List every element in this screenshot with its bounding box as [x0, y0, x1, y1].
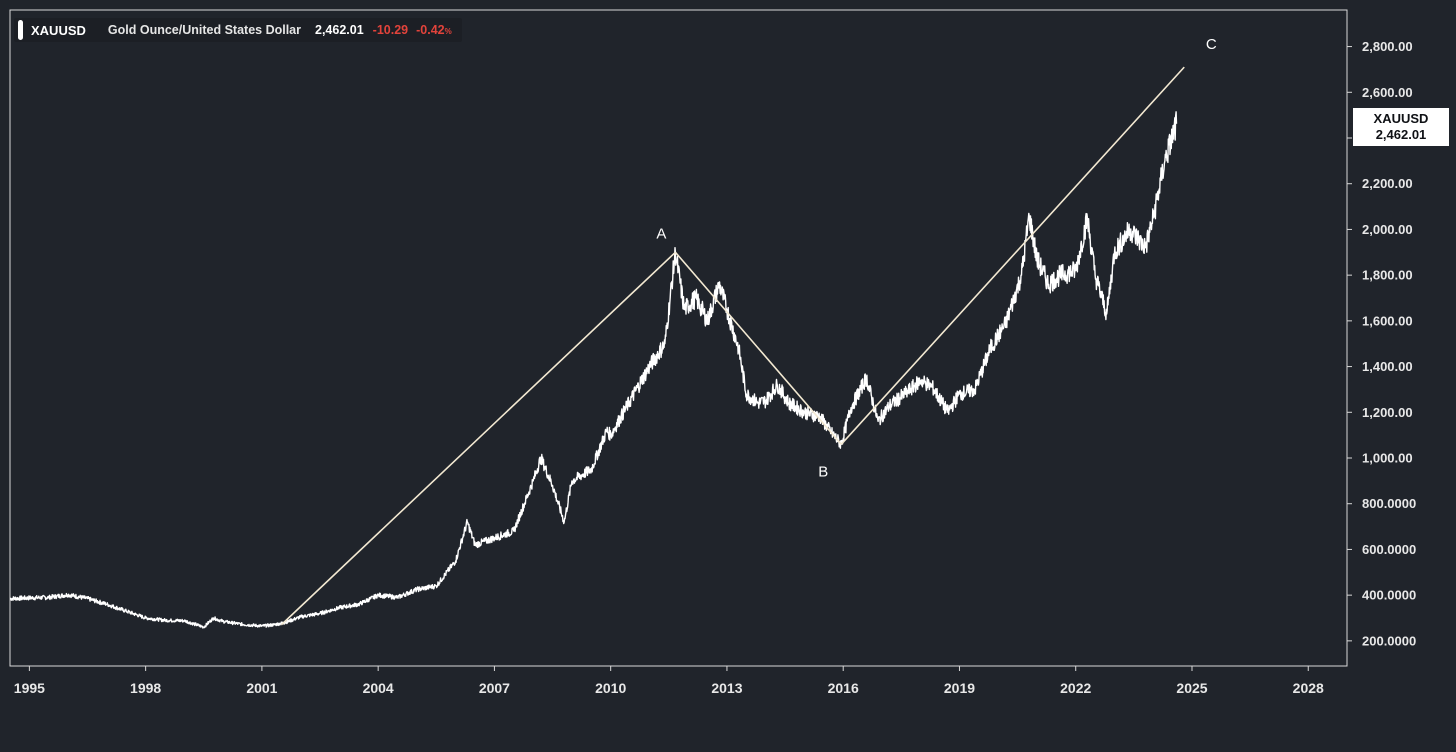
y-tick-label: 2,600.00: [1362, 85, 1413, 100]
symbol-legend[interactable]: XAUUSD Gold Ounce/United States Dollar 2…: [14, 18, 462, 42]
wave-line: [280, 251, 676, 626]
legend-change-percent-value: -0.42: [416, 23, 445, 37]
y-tick-label: 400.0000: [1362, 588, 1416, 603]
wave-lines: [280, 66, 1185, 626]
x-tick-label: 2004: [363, 680, 394, 696]
y-tick-label: 200.0000: [1362, 633, 1416, 648]
x-tick-label: 1998: [130, 680, 161, 696]
x-tick-label: 2022: [1060, 680, 1091, 696]
y-tick-label: 600.0000: [1362, 542, 1416, 557]
x-tick-label: 2019: [944, 680, 975, 696]
x-tick-label: 2013: [711, 680, 742, 696]
y-tick-label: 2,800.00: [1362, 39, 1413, 54]
y-tick-label: 1,200.00: [1362, 405, 1413, 420]
legend-change: -10.29: [372, 23, 409, 37]
wave-line: [674, 251, 842, 445]
y-tick-label: 2,000.00: [1362, 222, 1413, 237]
legend-last-price: 2,462.01: [315, 23, 364, 37]
wave-label-b: B: [818, 463, 828, 480]
price-tag-symbol: XAUUSD: [1373, 111, 1429, 126]
x-tick-label: 1995: [14, 680, 45, 696]
last-price-tag: XAUUSD 2,462.01: [1353, 108, 1449, 146]
x-tick-label: 2025: [1176, 680, 1207, 696]
price-tag-value: 2,462.01: [1375, 127, 1427, 142]
y-tick-label: 1,800.00: [1362, 268, 1413, 283]
y-axis[interactable]: 200.0000 400.0000 600.0000 800.0000 1,000.00…: [1347, 39, 1416, 648]
x-tick-label: 2016: [828, 680, 859, 696]
y-tick-label: 1,000.00: [1362, 451, 1413, 466]
y-tick-label: 1,600.00: [1362, 313, 1413, 328]
legend-change-percent: -0.42%: [416, 23, 452, 37]
plot-frame: [9, 9, 1348, 667]
series-line: [9, 111, 1178, 629]
x-tick-label: 2007: [479, 680, 510, 696]
wave-line: [840, 66, 1185, 445]
x-tick-label: 2010: [595, 680, 626, 696]
wave-label-c: C: [1206, 36, 1217, 53]
wave-labels: A B C: [656, 36, 1216, 480]
series-color-marker: [18, 20, 23, 40]
legend-symbol: XAUUSD: [31, 22, 86, 38]
y-tick-label: 2,200.00: [1362, 176, 1413, 191]
y-tick-label: 1,400.00: [1362, 359, 1413, 374]
y-tick-label: 800.0000: [1362, 496, 1416, 511]
wave-label-a: A: [656, 225, 666, 242]
percent-sign: %: [444, 27, 452, 36]
x-tick-label: 2028: [1293, 680, 1324, 696]
x-axis[interactable]: 1995 1998 2001 2004 2007 2010 2013 2016 2019 2022…: [14, 666, 1324, 696]
legend-description: Gold Ounce/United States Dollar: [107, 23, 301, 37]
x-tick-label: 2001: [246, 680, 277, 696]
